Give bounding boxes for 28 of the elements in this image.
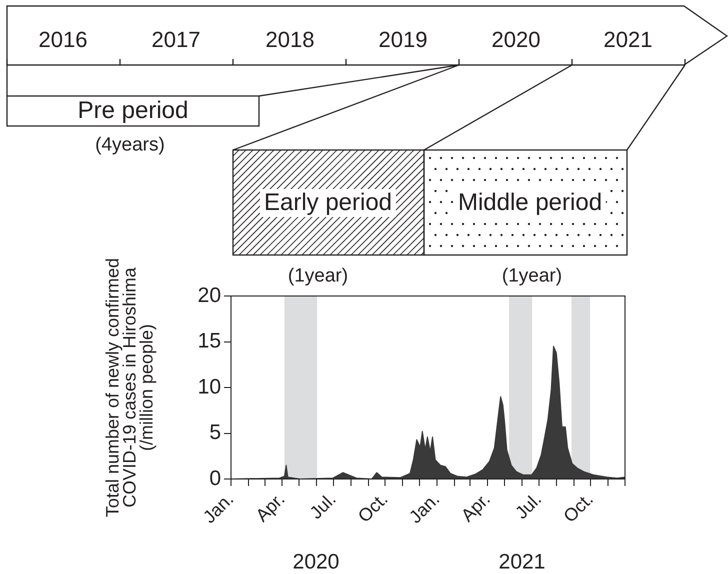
text: 2019 <box>378 27 428 52</box>
x-tick-label: Jan. <box>199 488 238 528</box>
y-tick-label: 0 <box>209 466 221 490</box>
text: Early period <box>260 189 396 217</box>
text: (1year) <box>502 266 562 286</box>
text: 2020 <box>292 550 340 574</box>
text: (4years) <box>95 134 165 156</box>
text: 2018 <box>266 27 314 52</box>
y-tick-label: 20 <box>198 284 221 307</box>
y-tick-label: 5 <box>209 421 221 444</box>
text: (1year) <box>288 266 348 286</box>
text: 2017 <box>152 27 200 52</box>
x-tick-label: Jan. <box>405 488 444 528</box>
x-tick-label: Apr. <box>457 488 494 526</box>
y-tick-label: 15 <box>198 330 221 353</box>
x-tick-label: Jul. <box>511 488 546 523</box>
text: 2020 <box>492 27 540 52</box>
y-axis-title: Total number of newly confirmed COVID-19 cases in Hiroshima (/million people) <box>102 258 157 518</box>
text: 2021 <box>604 27 652 52</box>
x-tick-label: Oct. <box>560 488 598 526</box>
y-tick-label: 10 <box>198 375 221 398</box>
text: 2021 <box>498 550 546 574</box>
text: Middle period <box>454 189 606 217</box>
text: 2016 <box>38 27 88 52</box>
text: Pre period <box>78 97 188 124</box>
x-tick-label: Jul. <box>306 488 340 523</box>
x-tick-label: Oct. <box>354 488 392 526</box>
x-tick-label: Apr. <box>252 488 289 526</box>
